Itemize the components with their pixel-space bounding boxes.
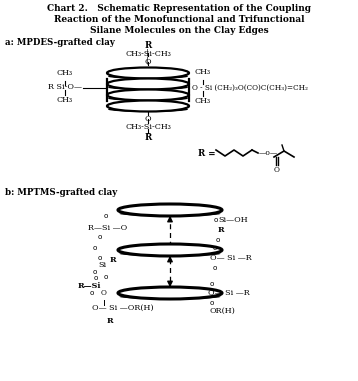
- Text: o: o: [104, 274, 108, 280]
- Text: o: o: [98, 255, 102, 261]
- Ellipse shape: [107, 101, 189, 112]
- Text: Reaction of the Monofunctional and Trifunctional: Reaction of the Monofunctional and Trifu…: [54, 15, 304, 24]
- Text: R: R: [144, 41, 152, 50]
- Text: o: o: [104, 213, 108, 219]
- Text: O: O: [145, 58, 151, 66]
- Text: O— Si —R: O— Si —R: [208, 289, 250, 297]
- Text: o: o: [93, 245, 97, 251]
- Text: Chart 2.   Schematic Representation of the Coupling: Chart 2. Schematic Representation of the…: [47, 4, 311, 13]
- Text: Silane Molecules on the Clay Edges: Silane Molecules on the Clay Edges: [90, 26, 268, 35]
- Text: O: O: [145, 115, 151, 123]
- Text: —o—: —o—: [259, 149, 278, 157]
- Text: Si: Si: [98, 261, 106, 269]
- Ellipse shape: [107, 90, 189, 101]
- Text: o: o: [213, 265, 217, 271]
- Text: O: O: [274, 166, 280, 174]
- Ellipse shape: [107, 78, 189, 90]
- Text: o: o: [214, 217, 218, 223]
- Text: R Si-O—: R Si-O—: [48, 83, 82, 91]
- Ellipse shape: [118, 244, 222, 256]
- Text: o: o: [210, 300, 214, 306]
- Text: R—Si —O: R—Si —O: [88, 224, 127, 232]
- Text: O: O: [101, 289, 107, 297]
- Text: CH₃-Si-CH₃: CH₃-Si-CH₃: [125, 50, 171, 58]
- Text: Si—OH: Si—OH: [218, 216, 248, 224]
- Text: O— Si —R: O— Si —R: [210, 254, 252, 262]
- Text: o: o: [90, 290, 94, 296]
- Text: CH₃: CH₃: [195, 97, 211, 105]
- Text: R: R: [110, 256, 117, 264]
- Text: a: MPDES-grafted clay: a: MPDES-grafted clay: [5, 38, 115, 47]
- Text: |: |: [146, 57, 148, 65]
- Text: O - Si (CH₂)₃O(CO)C(CH₃)=CH₂: O - Si (CH₂)₃O(CO)C(CH₃)=CH₂: [192, 84, 308, 92]
- Text: CH₃: CH₃: [195, 68, 211, 76]
- Ellipse shape: [120, 295, 221, 299]
- Text: R: R: [107, 317, 113, 325]
- Text: O— Si —OR(H): O— Si —OR(H): [92, 304, 154, 312]
- Ellipse shape: [107, 67, 189, 78]
- Text: b: MPTMS-grafted clay: b: MPTMS-grafted clay: [5, 188, 117, 197]
- Text: o: o: [94, 275, 98, 281]
- Text: o: o: [216, 237, 220, 243]
- Text: o: o: [213, 245, 217, 251]
- Ellipse shape: [108, 96, 188, 101]
- Ellipse shape: [120, 251, 221, 256]
- Text: CH₃-Si-CH₃: CH₃-Si-CH₃: [125, 123, 171, 131]
- Text: R: R: [218, 226, 224, 234]
- Ellipse shape: [118, 287, 222, 299]
- Text: R: R: [144, 133, 152, 142]
- Text: OR(H): OR(H): [210, 307, 236, 315]
- Text: R =: R =: [198, 149, 216, 157]
- Ellipse shape: [108, 74, 188, 79]
- Text: CH₃: CH₃: [57, 69, 73, 77]
- Ellipse shape: [108, 85, 188, 90]
- Text: |: |: [146, 49, 148, 57]
- Text: o: o: [210, 281, 214, 287]
- Ellipse shape: [118, 204, 222, 216]
- Text: R—Si: R—Si: [78, 282, 101, 290]
- Ellipse shape: [108, 107, 188, 112]
- Text: o: o: [98, 234, 102, 240]
- Text: o: o: [93, 269, 97, 275]
- Text: CH₃: CH₃: [57, 96, 73, 104]
- Ellipse shape: [120, 211, 221, 216]
